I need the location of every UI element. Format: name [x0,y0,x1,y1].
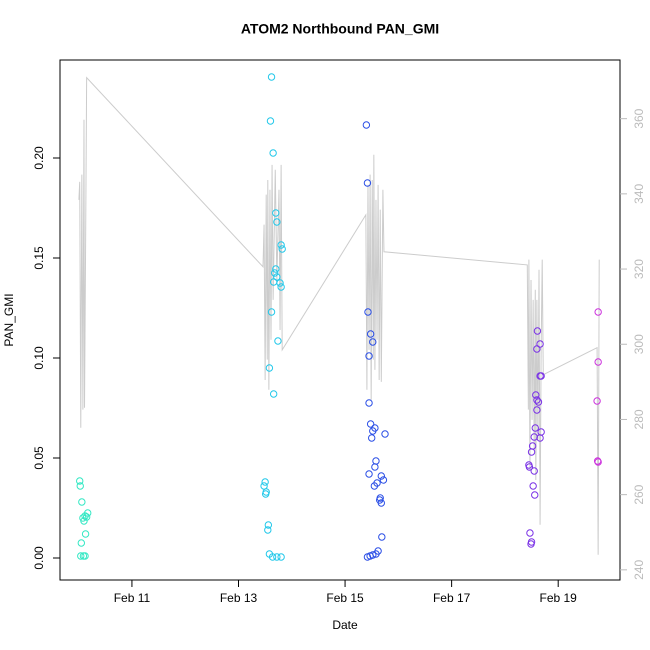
point [77,552,85,560]
x-tick-label: Feb 19 [540,591,578,605]
point [272,265,280,273]
point [84,509,92,517]
point [363,179,372,187]
point [368,434,376,442]
x-tick-label: Feb 13 [220,591,258,605]
point [76,477,84,485]
x-tick-label: Feb 15 [326,591,364,605]
point [527,448,536,456]
point [80,517,88,525]
y-tick-label: 0.20 [32,146,46,170]
point [363,553,372,561]
point [532,391,540,399]
point [381,430,389,438]
point [529,482,537,490]
y-tick-label: 0.05 [32,446,46,470]
point [594,308,602,316]
point [370,482,379,490]
line [78,76,600,555]
point [269,390,278,398]
point [369,338,377,346]
y2-tick-label: 360 [632,108,646,128]
x-axis-label: Date [332,618,358,632]
point [533,327,542,335]
point [261,478,269,486]
point [277,241,285,249]
point [526,529,534,537]
point [268,553,277,561]
point [365,352,373,360]
point [534,398,543,406]
point [274,337,282,345]
point [265,364,274,372]
y2-tick-label: 240 [632,560,646,580]
point [369,427,377,435]
point [269,149,277,157]
point [533,406,541,414]
y2-tick-label: 280 [632,409,646,429]
point [536,372,544,380]
x-tick-label: Feb 11 [114,591,151,605]
point [366,330,375,338]
point [379,476,388,484]
point [267,73,276,81]
point [372,457,380,465]
x-tick-label: Feb 17 [433,591,471,605]
point [273,553,281,561]
point [266,117,275,125]
plot-frame [59,59,621,581]
point [278,245,286,253]
point [277,283,285,291]
point [81,552,89,560]
point [273,218,281,226]
y-tick-label: 0.00 [32,546,46,570]
point [264,526,272,534]
y2-tick-label: 340 [632,184,646,204]
point [267,308,276,316]
point [77,539,86,547]
point [76,482,84,490]
point [271,269,279,277]
point [365,399,373,407]
y2-tick-label: 300 [632,334,646,354]
y-tick-label: 0.10 [32,346,46,370]
point [78,498,86,506]
y-axis-label: PAN_GMI [2,293,16,346]
point [531,424,539,432]
point [365,470,373,478]
point [525,463,534,471]
point [530,467,538,475]
point [272,209,280,217]
point [362,121,371,129]
point [594,358,602,366]
point [531,491,539,499]
point [594,458,602,466]
chart-title: ATOM2 Northbound PAN_GMI [241,21,439,37]
point [264,521,273,529]
point [260,482,268,490]
point [261,490,270,498]
point [378,533,386,541]
point [593,397,601,405]
point [81,530,90,538]
point [377,499,385,507]
point [277,553,285,561]
y2-tick-label: 320 [632,259,646,279]
point [533,345,541,353]
point [371,463,379,471]
point [536,434,544,442]
y-tick-label: 0.15 [32,246,46,270]
point [377,472,385,480]
point [364,308,372,316]
point [533,396,541,404]
y2-tick-label: 260 [632,484,646,504]
point [527,540,535,548]
point [276,279,284,287]
point [366,420,375,428]
